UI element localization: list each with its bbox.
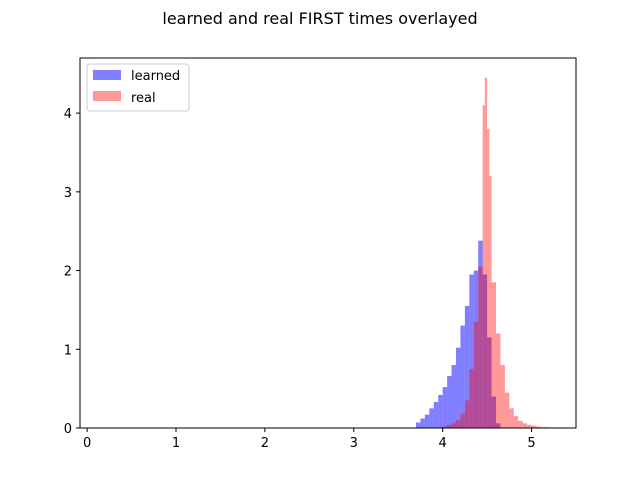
bars-layer <box>416 77 550 429</box>
bar-learned <box>473 270 479 428</box>
bar-real <box>536 426 541 428</box>
bar-learned <box>464 305 470 428</box>
bar-learned <box>438 394 443 428</box>
bar-learned <box>469 274 474 428</box>
series-real <box>442 77 550 429</box>
bar-real <box>460 413 465 428</box>
y-tick-label: 0 <box>64 422 72 437</box>
bar-learned <box>429 408 434 428</box>
y-tick-label: 2 <box>64 265 72 280</box>
x-tick-label: 2 <box>261 436 269 451</box>
bar-real <box>518 420 523 428</box>
bar-real <box>509 408 514 428</box>
x-tick-label: 4 <box>439 436 447 451</box>
bar-learned <box>496 423 501 428</box>
bar-learned <box>442 387 448 428</box>
legend-swatch-real <box>93 91 121 101</box>
y-tick-label: 3 <box>64 186 72 201</box>
bar-learned <box>487 337 492 428</box>
bar-real <box>500 365 505 428</box>
series-learned <box>416 240 501 428</box>
bar-real <box>496 333 501 428</box>
x-tick-label: 3 <box>350 436 358 451</box>
x-tick-label: 0 <box>83 436 91 451</box>
legend: learned real <box>86 63 190 112</box>
bar-learned <box>447 376 452 428</box>
bar-learned <box>482 274 488 428</box>
x-axis-ticks: 0 1 2 3 4 5 <box>83 428 536 451</box>
bar-learned <box>456 347 461 428</box>
legend-label-real: real <box>131 91 156 106</box>
bar-real <box>491 282 496 428</box>
bar-real <box>442 426 448 428</box>
bar-real <box>489 176 492 428</box>
legend-swatch-learned <box>93 70 121 80</box>
bar-learned <box>460 325 465 428</box>
bar-real <box>447 424 452 428</box>
y-tick-label: 4 <box>64 107 72 122</box>
bar-real <box>469 368 474 428</box>
axes-frame <box>79 57 577 429</box>
bar-real <box>464 400 470 428</box>
bar-real <box>484 77 488 429</box>
y-tick-label: 1 <box>64 343 72 358</box>
bar-learned <box>424 414 430 428</box>
bar-real <box>487 128 490 428</box>
bar-real <box>473 321 479 428</box>
bar-real <box>513 416 519 428</box>
bar-real <box>527 424 532 428</box>
bar-learned <box>451 365 456 428</box>
bar-real <box>482 105 485 428</box>
bar-real <box>531 425 536 428</box>
bar-learned <box>416 422 421 428</box>
bar-real <box>456 420 461 428</box>
bar-learned <box>478 240 483 428</box>
bar-real <box>451 423 456 428</box>
bar-real <box>504 392 510 428</box>
bar-learned <box>491 396 496 428</box>
legend-label-learned: learned <box>131 69 180 84</box>
y-axis-ticks: 0 1 2 3 4 <box>64 107 80 437</box>
bar-real <box>478 266 483 428</box>
chart-title: learned and real FIRST times overlayed <box>162 9 477 28</box>
x-tick-label: 5 <box>527 436 535 451</box>
bar-learned <box>433 402 439 428</box>
bar-real <box>522 423 528 428</box>
x-tick-label: 1 <box>172 436 180 451</box>
bar-learned <box>420 418 425 428</box>
